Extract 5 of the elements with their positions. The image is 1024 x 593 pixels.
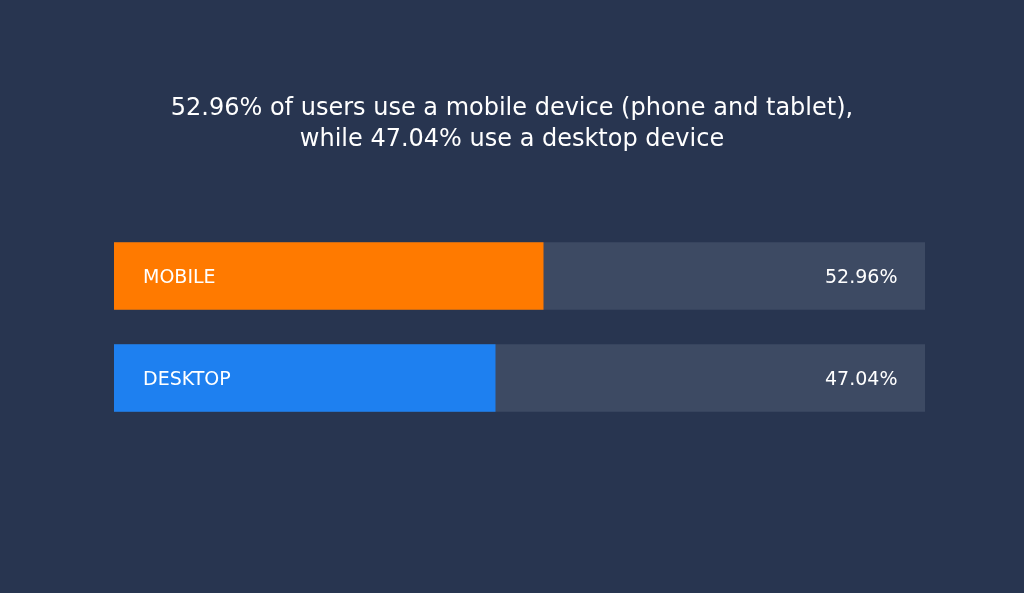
chart-title: 52.96% of users use a mobile device (phone and tablet), while 47.04% use a desktop device (170, 93, 854, 153)
data-label: 47.04% (825, 367, 898, 389)
y-tick-label: MOBILE (143, 264, 216, 287)
y-tick-label: DESKTOP (143, 366, 231, 389)
data-label: 52.96% (825, 265, 898, 287)
